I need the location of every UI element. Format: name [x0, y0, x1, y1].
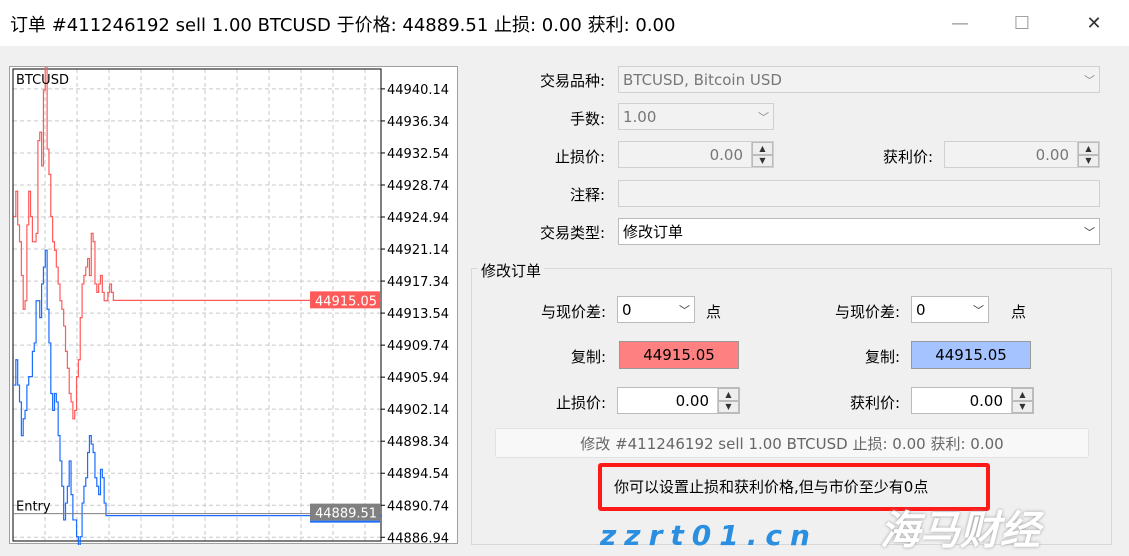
y-tick-label: 44940.14: [387, 83, 449, 98]
y-tick-label: 44928.74: [387, 179, 449, 194]
info-message: 你可以设置止损和获利价格,但与市价至少有0点: [598, 463, 990, 511]
y-tick-label: 44924.94: [387, 211, 449, 226]
y-tick-label: 44936.34: [387, 115, 449, 130]
y-tick-label: 44886.94: [387, 531, 449, 545]
comment-field[interactable]: [618, 180, 1100, 207]
up-arrow-icon[interactable]: ▲: [1012, 388, 1033, 401]
diff-select-left[interactable]: 0 ﹀: [617, 296, 695, 323]
copy-label-left: 复制:: [570, 348, 606, 366]
copy-bid-button[interactable]: 44915.05: [911, 341, 1031, 369]
diff-select-right[interactable]: 0 ﹀: [911, 296, 989, 323]
bid-price-label: 44889.51: [315, 507, 377, 522]
diff-value-right: 0: [916, 300, 926, 319]
tp-spinner[interactable]: ▲ ▼: [1077, 142, 1099, 167]
y-tick-label: 44902.14: [387, 403, 449, 418]
comment-label: 注释:: [569, 186, 605, 204]
modify-sl-spinner[interactable]: ▲ ▼: [717, 388, 739, 413]
modify-sl-field[interactable]: 0.00 ▲ ▼: [617, 387, 740, 414]
order-type-value: 修改订单: [623, 223, 684, 241]
ask-line: [14, 64, 382, 420]
y-tick-label: 44921.14: [387, 243, 449, 258]
diff-value-left: 0: [622, 300, 632, 319]
chart-symbol-label: BTCUSD: [16, 73, 69, 88]
y-tick-label: 44905.94: [387, 371, 449, 386]
chart-svg: 44940.14 44936.34 44932.54 44928.74 44924.94…: [12, 64, 449, 546]
order-type-label: 交易类型:: [539, 224, 605, 242]
modify-order-group: [471, 268, 1112, 545]
ask-price-label: 44915.05: [315, 294, 377, 309]
watermark-brand: 海马财经: [880, 508, 1040, 554]
sl-label: 止损价:: [554, 148, 605, 166]
modify-sl-value: 0.00: [675, 391, 709, 410]
minimize-button[interactable]: —: [951, 12, 969, 34]
chevron-down-icon: ﹀: [679, 303, 690, 317]
entry-label: Entry: [16, 500, 51, 515]
order-type-select[interactable]: 修改订单 ﹀: [618, 218, 1100, 245]
y-tick-label: 44913.54: [387, 307, 449, 322]
down-arrow-icon[interactable]: ▼: [1078, 154, 1099, 167]
symbol-value: BTCUSD, Bitcoin USD: [623, 70, 782, 89]
modify-tp-label: 获利价:: [849, 394, 900, 412]
down-arrow-icon[interactable]: ▼: [718, 400, 739, 413]
title-bar: 订单 #411246192 sell 1.00 BTCUSD 于价格: 4488…: [0, 0, 1129, 46]
diff-label-left: 与现价差:: [540, 303, 606, 321]
ask-price-tag: [310, 291, 380, 309]
modify-tp-value: 0.00: [969, 391, 1003, 410]
up-arrow-icon[interactable]: ▲: [718, 388, 739, 401]
y-tick-label: 44932.54: [387, 147, 449, 162]
modify-button[interactable]: 修改 #411246192 sell 1.00 BTCUSD 止损: 0.00 …: [495, 428, 1089, 458]
symbol-select[interactable]: BTCUSD, Bitcoin USD ﹀: [618, 66, 1100, 93]
watermark-url: zzrt01.cn: [600, 519, 818, 552]
sl-field[interactable]: 0.00 ▲ ▼: [618, 141, 774, 168]
volume-label: 手数:: [569, 110, 605, 128]
tp-value: 0.00: [1035, 145, 1069, 164]
chevron-down-icon: ﹀: [758, 110, 769, 124]
window-title: 订单 #411246192 sell 1.00 BTCUSD 于价格: 4488…: [10, 15, 676, 36]
plot-frame: [12, 68, 382, 542]
tp-field[interactable]: 0.00 ▲ ▼: [944, 141, 1100, 168]
bid-price-tag: [310, 503, 380, 521]
volume-select[interactable]: 1.00 ﹀: [618, 103, 774, 130]
y-tick-label: 44890.74: [387, 499, 449, 514]
y-tick-label: 44894.54: [387, 467, 449, 482]
up-arrow-icon[interactable]: ▲: [1078, 142, 1099, 155]
tp-label: 获利价:: [882, 148, 933, 166]
sl-value: 0.00: [709, 145, 743, 164]
chevron-down-icon: ﹀: [1084, 225, 1095, 239]
points-label-right: 点: [1011, 303, 1027, 321]
close-button[interactable]: ✕: [1086, 12, 1102, 34]
volume-value: 1.00: [623, 107, 657, 126]
diff-label-right: 与现价差:: [834, 303, 900, 321]
down-arrow-icon[interactable]: ▼: [1012, 400, 1033, 413]
y-tick-label: 44917.34: [387, 275, 449, 290]
y-tick-label: 44898.34: [387, 435, 449, 450]
modify-tp-spinner[interactable]: ▲ ▼: [1011, 388, 1033, 413]
modify-tp-field[interactable]: 0.00 ▲ ▼: [911, 387, 1034, 414]
symbol-label: 交易品种:: [539, 72, 605, 90]
chevron-down-icon: ﹀: [1084, 73, 1095, 87]
down-arrow-icon[interactable]: ▼: [752, 154, 773, 167]
points-label-left: 点: [706, 303, 722, 321]
copy-ask-button[interactable]: 44915.05: [619, 341, 739, 369]
maximize-button[interactable]: ☐: [1013, 12, 1031, 34]
up-arrow-icon[interactable]: ▲: [752, 142, 773, 155]
sl-spinner[interactable]: ▲ ▼: [751, 142, 773, 167]
bid-line: [14, 249, 382, 546]
modify-sl-label: 止损价:: [555, 394, 606, 412]
copy-label-right: 复制:: [864, 348, 900, 366]
chevron-down-icon: ﹀: [973, 303, 984, 317]
price-chart: 44940.14 44936.34 44932.54 44928.74 44924.94…: [9, 64, 458, 546]
group-title: 修改订单: [478, 260, 545, 281]
y-tick-label: 44909.74: [387, 339, 449, 354]
